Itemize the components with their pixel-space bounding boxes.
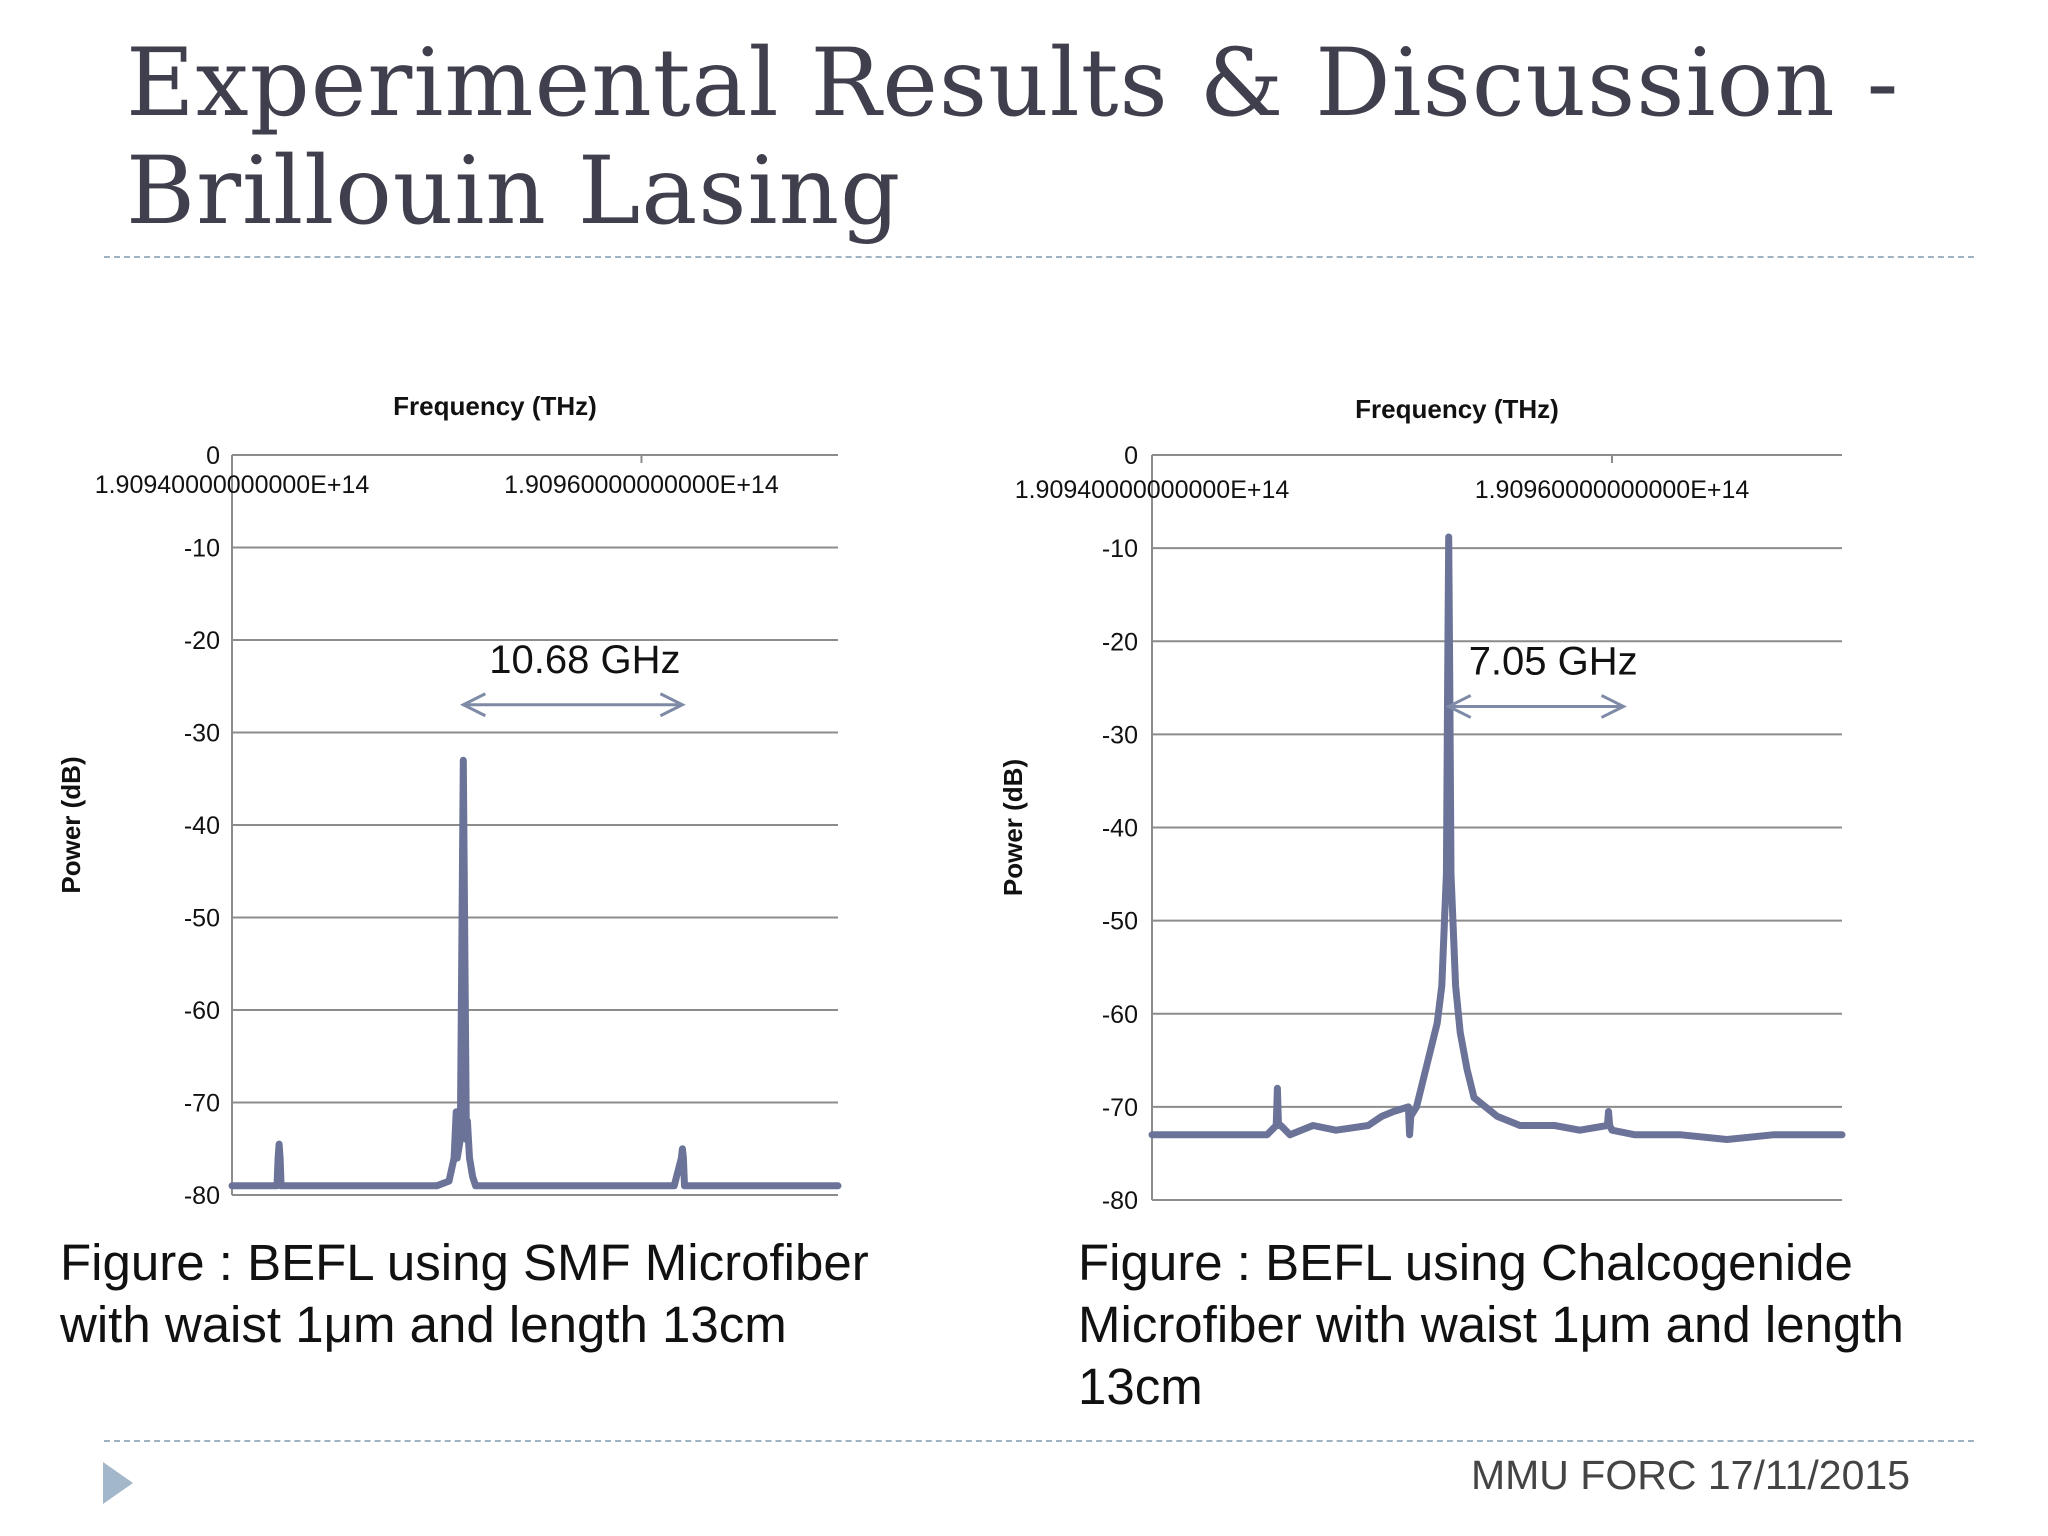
x-tick-label: 1.90960000000000E+14: [1475, 476, 1750, 504]
chart-smf: 0 -10 -20 -30 -40 -50 -60 -70 -80 1.9094000000000…: [56, 391, 842, 1210]
y-tick-label: -20: [184, 627, 220, 655]
x-tick-label: 1.90960000000000E+14: [504, 471, 779, 499]
nav-arrow-icon[interactable]: [103, 1462, 133, 1504]
arrow-head-left-icon: [1445, 694, 1472, 719]
title-divider: [104, 256, 1974, 258]
chart-chalcogenide: 0 -10 -20 -30 -40 -50 -60 -70 -80 1.9094000000000…: [998, 394, 1846, 1215]
y-tick-label: -80: [184, 1182, 220, 1210]
y-tick-label: -60: [1102, 1001, 1138, 1029]
footer-date: MMU FORC 17/11/2015: [1470, 1452, 1910, 1498]
slide-title: Experimental Results & Discussion - Bril…: [126, 29, 1900, 246]
spectrum-series-line: [1148, 533, 1846, 1143]
y-tick-label: -20: [1102, 628, 1138, 656]
x-tick-label: 1.90940000000000E+14: [95, 471, 370, 499]
spectrum-series-line: [228, 756, 842, 1190]
y-tick-label: -30: [184, 720, 220, 748]
y-tick-label: 0: [206, 442, 220, 470]
arrow-head-left-icon: [459, 692, 487, 718]
y-tick-label: 0: [1124, 442, 1138, 470]
y-tick-label: -70: [1102, 1094, 1138, 1122]
y-tick-label: -80: [1102, 1187, 1138, 1215]
y-tick-label: -10: [1102, 535, 1138, 563]
caption-chalcogenide: Figure : BEFL using Chalcogenide Microfi…: [1078, 1234, 1904, 1415]
y-tick-label: -50: [1102, 908, 1138, 936]
y-axis-title: Power (dB): [56, 756, 86, 893]
x-tick-label: 1.90940000000000E+14: [1015, 476, 1290, 504]
footer-divider: [104, 1440, 1974, 1442]
y-tick-label: -40: [1102, 815, 1138, 843]
caption-smf: Figure : BEFL using SMF Microfiber with …: [60, 1234, 869, 1353]
y-axis-title: Power (dB): [998, 759, 1028, 896]
x-axis-title: Frequency (THz): [393, 391, 597, 421]
arrow-head-right-icon: [659, 692, 686, 718]
y-tick-label: -10: [184, 535, 220, 563]
y-tick-label: -60: [184, 997, 220, 1025]
y-tick-label: -40: [184, 812, 220, 840]
y-tick-label: -50: [184, 905, 220, 933]
x-axis-title: Frequency (THz): [1355, 394, 1559, 424]
annotation-label: 10.68 GHz: [489, 638, 680, 682]
y-tick-label: -30: [1102, 721, 1138, 749]
y-tick-label: -70: [184, 1090, 220, 1118]
arrow-head-right-icon: [1600, 694, 1627, 719]
annotation-label: 7.05 GHz: [1469, 639, 1638, 683]
